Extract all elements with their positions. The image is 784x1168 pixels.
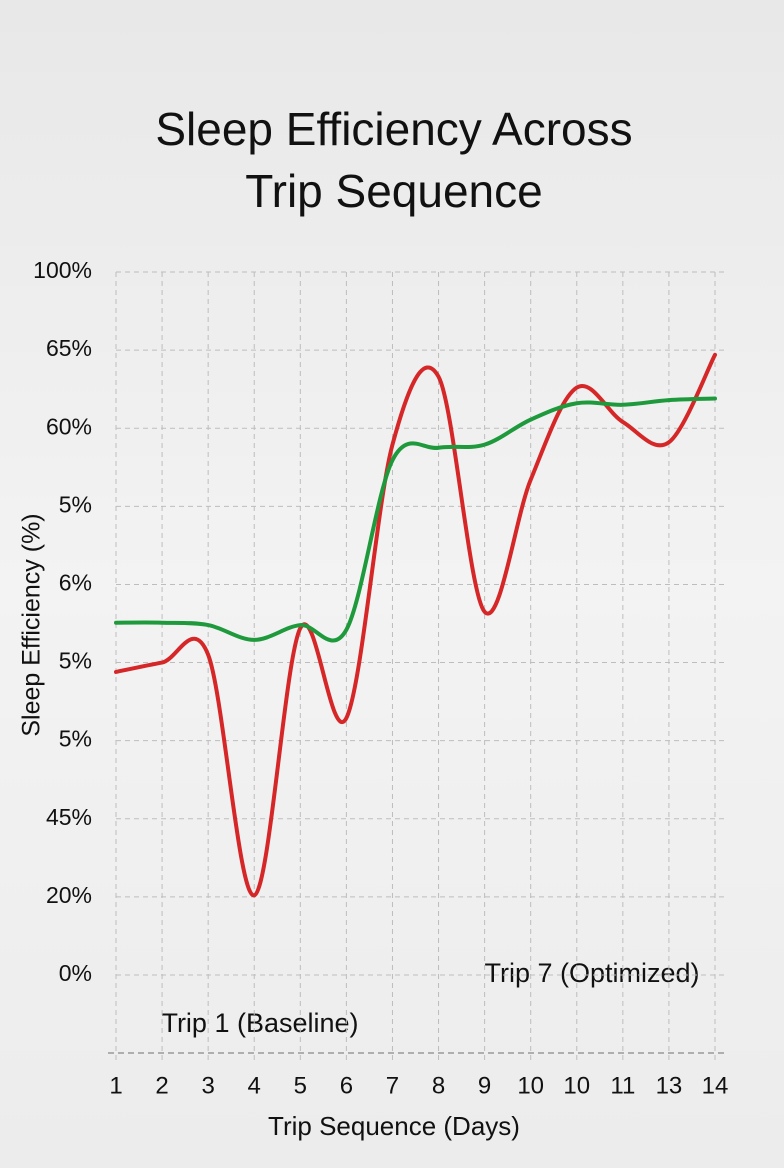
y-tick-label: 5%: [59, 491, 92, 517]
y-tick-label: 20%: [46, 882, 92, 908]
y-tick-label: 5%: [59, 648, 92, 674]
x-tick-label: 7: [386, 1072, 399, 1099]
y-tick-label: 100%: [33, 257, 92, 283]
y-tick-label: 65%: [46, 335, 92, 361]
line: [114, 352, 717, 898]
line: [114, 396, 717, 643]
x-tick-label: 9: [478, 1072, 491, 1099]
x-axis-label: Trip Sequence (Days): [268, 1111, 520, 1141]
x-tick-label: 3: [201, 1072, 214, 1099]
y-tick-label: 60%: [46, 413, 92, 439]
x-tick-label: 14: [702, 1072, 729, 1099]
x-tick-label: 4: [248, 1072, 261, 1099]
x-tick-label: 10: [517, 1072, 544, 1099]
x-tick-label: 6: [340, 1072, 353, 1099]
x-tick-label: 11: [610, 1072, 635, 1099]
x-tick-label: 5: [294, 1072, 307, 1099]
x-tick-label: 1: [109, 1072, 122, 1099]
y-tick-label: 0%: [59, 960, 92, 986]
chart-title: Trip Sequence: [245, 165, 542, 217]
annotation: Trip 1 (Baseline): [161, 1008, 358, 1038]
annotation: Trip 7 (Optimized): [484, 958, 699, 988]
chart-title: Sleep Efficiency Across: [155, 103, 632, 155]
y-axis-label: Sleep Efficiency (%): [18, 513, 46, 736]
y-tick-label: 45%: [46, 804, 92, 830]
x-tick-label: 10: [563, 1072, 590, 1099]
y-tick-label: 5%: [59, 726, 92, 752]
x-tick-label: 13: [656, 1072, 683, 1099]
x-tick-label: 8: [432, 1072, 445, 1099]
x-tick-label: 2: [155, 1072, 168, 1099]
y-tick-label: 6%: [59, 570, 92, 596]
